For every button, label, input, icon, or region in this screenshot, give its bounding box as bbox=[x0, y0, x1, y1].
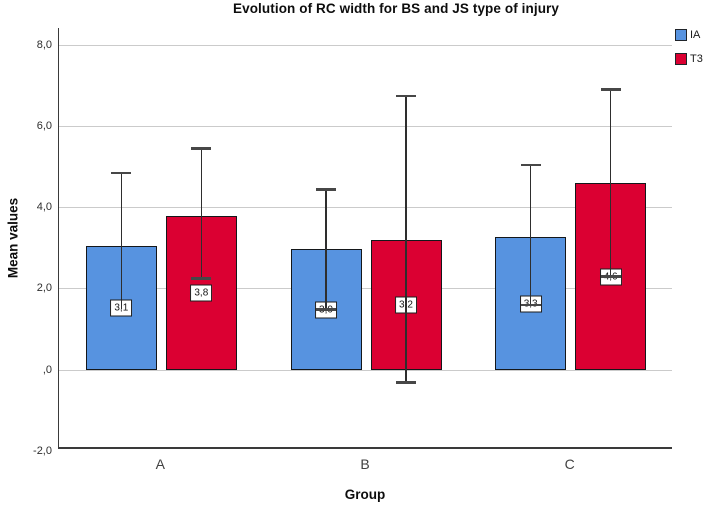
error-bar-C-IA bbox=[529, 164, 532, 306]
error-cap-low-B-T3 bbox=[396, 381, 416, 384]
gridline-4 bbox=[59, 207, 672, 209]
error-bar-overlay bbox=[405, 296, 407, 314]
legend-item-IA: IA bbox=[675, 23, 703, 47]
error-cap-high-C-IA bbox=[520, 163, 541, 167]
error-bar-C-T3 bbox=[609, 89, 612, 277]
legend: IA T3 bbox=[675, 23, 703, 71]
error-bar-B-T3 bbox=[405, 95, 407, 383]
y-tick-label: 2,0 bbox=[36, 282, 52, 295]
error-cap-high-A-T3 bbox=[191, 147, 212, 150]
legend-swatch-T3 bbox=[675, 53, 687, 65]
x-tick-label-A: A bbox=[155, 456, 165, 472]
error-cap-overlay bbox=[520, 303, 541, 307]
x-tick-label-B: B bbox=[360, 456, 370, 472]
legend-swatch-IA bbox=[675, 29, 687, 41]
error-bar-B-IA bbox=[325, 189, 327, 310]
value-label-A-T3: 3,8 bbox=[190, 284, 213, 302]
error-cap-high-C-T3 bbox=[600, 88, 621, 92]
error-cap-overlay bbox=[600, 275, 621, 278]
y-tick-label: ,0 bbox=[42, 363, 52, 376]
y-tick-label: 8,0 bbox=[36, 38, 52, 51]
error-cap-overlay bbox=[316, 307, 336, 311]
y-tick-label: 4,0 bbox=[36, 201, 52, 214]
error-bar-overlay bbox=[325, 301, 327, 310]
plot-area: 3,13,03,33,83,24,6 bbox=[58, 28, 672, 449]
gridline-8 bbox=[59, 44, 672, 46]
error-bar-A-IA bbox=[120, 173, 123, 310]
legend-label-T3: T3 bbox=[690, 53, 703, 65]
error-cap-high-B-IA bbox=[316, 188, 336, 191]
error-bar-overlay bbox=[529, 295, 532, 306]
x-tick-label-C: C bbox=[564, 456, 575, 472]
error-bar-overlay bbox=[120, 299, 123, 310]
error-cap-high-B-T3 bbox=[396, 94, 416, 98]
error-cap-low-A-T3 bbox=[191, 277, 212, 281]
legend-label-IA: IA bbox=[690, 29, 701, 41]
gridline-0 bbox=[59, 369, 672, 371]
gridline-6 bbox=[59, 125, 672, 127]
error-bar-A-T3 bbox=[200, 148, 203, 279]
legend-item-T3: T3 bbox=[675, 47, 703, 71]
error-bar-overlay bbox=[609, 268, 612, 277]
y-tick-label: 6,0 bbox=[36, 119, 52, 132]
chart-title: Evolution of RC width for BS and JS type… bbox=[233, 1, 560, 16]
gridline-2 bbox=[59, 288, 672, 290]
x-axis-title: Group bbox=[344, 487, 386, 502]
y-tick-label: -2,0 bbox=[33, 444, 52, 457]
error-cap-high-A-IA bbox=[111, 171, 132, 175]
